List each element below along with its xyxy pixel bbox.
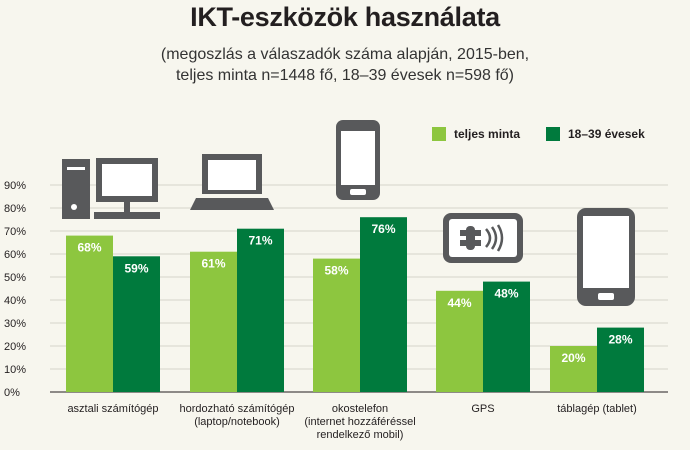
- gps-screen: [449, 219, 517, 257]
- laptop-base: [190, 198, 274, 210]
- x-category-label: asztali számítógép: [67, 403, 158, 415]
- bar-2-2: [237, 228, 284, 392]
- bar-1-2: [190, 251, 237, 392]
- chart-subtitle: (megoszlás a válaszadók száma alapján, 2…: [0, 44, 690, 86]
- y-tick-label: 90%: [4, 180, 26, 192]
- y-tick-label: 10%: [4, 364, 26, 376]
- y-tick-label: 30%: [4, 318, 26, 330]
- data-label: 59%: [124, 261, 148, 275]
- bar-1-4: [436, 290, 483, 392]
- legend-item-series-2: 18–39 évesek: [546, 127, 645, 141]
- data-label: 28%: [608, 333, 632, 347]
- data-label: 58%: [324, 264, 348, 278]
- gps-signal-wave: [496, 224, 504, 252]
- x-category-label: hordozható számítógép: [180, 403, 295, 415]
- y-tick-label: 50%: [4, 272, 26, 284]
- bar-2-4: [483, 281, 530, 392]
- bar-1-1: [66, 235, 113, 392]
- desktop-keyboard: [94, 212, 160, 219]
- data-label: 61%: [201, 257, 225, 271]
- bar-1-5: [550, 346, 597, 392]
- y-tick-label: 80%: [4, 203, 26, 215]
- desktop-tower-slot: [67, 167, 85, 170]
- laptop-screen: [208, 160, 256, 190]
- gps-satellite-panel-bottom: [460, 240, 481, 246]
- y-tick-label: 20%: [4, 341, 26, 353]
- y-tick-label: 70%: [4, 226, 26, 238]
- subtitle-line-1: (megoszlás a válaszadók száma alapján, 2…: [160, 46, 530, 63]
- legend-swatch-series-2: [546, 127, 560, 141]
- gps-signal-wave: [490, 226, 498, 250]
- x-category-label: okostelefon: [332, 403, 388, 415]
- subtitle-line-2: teljes minta n=1448 fő, 18–39 évesek n=5…: [175, 67, 514, 84]
- legend-label-series-2: 18–39 évesek: [568, 127, 645, 141]
- y-tick-label: 0%: [4, 387, 20, 399]
- data-label: 68%: [77, 241, 101, 255]
- desktop-monitor-neck: [124, 202, 130, 212]
- legend-label-series-1: teljes minta: [454, 127, 521, 141]
- chart-title: IKT-eszközök használata: [190, 2, 500, 32]
- legend-swatch-series-1: [432, 127, 446, 141]
- y-tick-label: 40%: [4, 295, 26, 307]
- desktop-tower-button: [71, 204, 77, 210]
- bar-2-1: [113, 256, 160, 392]
- bar-2-5: [597, 327, 644, 392]
- smartphone-screen: [341, 131, 375, 185]
- data-label: 76%: [371, 222, 395, 236]
- tablet-home-button: [598, 293, 614, 300]
- data-label: 71%: [248, 234, 272, 248]
- data-label: 44%: [447, 296, 471, 310]
- y-tick-label: 60%: [4, 249, 26, 261]
- gps-satellite-body: [466, 226, 475, 250]
- data-label: 48%: [494, 287, 518, 301]
- x-category-label: (laptop/notebook): [194, 416, 280, 428]
- x-category-label: GPS: [471, 403, 494, 415]
- x-category-label: (internet hozzáféréssel: [304, 416, 415, 428]
- gps-satellite-panel-top: [460, 230, 481, 236]
- smartphone-home-button: [350, 189, 366, 195]
- data-label: 20%: [561, 351, 585, 365]
- bar-2-3: [360, 217, 407, 392]
- x-category-label: táblagép (tablet): [557, 403, 637, 415]
- tablet-screen: [583, 216, 629, 288]
- x-category-label: rendelkező mobil): [317, 429, 404, 441]
- legend-item-series-1: teljes minta: [432, 127, 520, 141]
- bar-1-3: [313, 258, 360, 392]
- desktop-monitor-screen: [102, 164, 152, 196]
- gps-signal-wave: [485, 228, 492, 248]
